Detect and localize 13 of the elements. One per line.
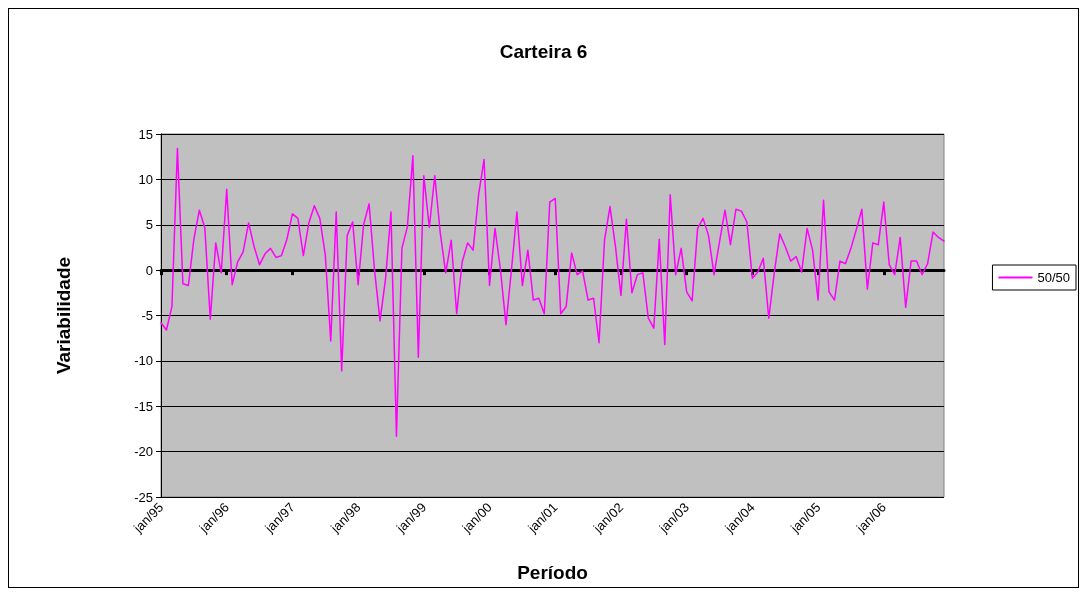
y-tick-label: -10 [134, 353, 153, 369]
y-tick-label: -5 [141, 308, 153, 323]
y-tick-label: 5 [145, 217, 153, 233]
chart-title: Carteira 6 [499, 41, 588, 62]
y-tick-label: 15 [138, 126, 153, 142]
y-tick-label: -25 [134, 489, 153, 505]
y-tick-label: -20 [134, 444, 153, 460]
x-axis-title: Período [517, 562, 588, 583]
y-tick-label: 10 [138, 171, 153, 187]
legend-label: 50/50 [1037, 270, 1071, 285]
y-tick-label: 0 [145, 262, 153, 278]
y-axis-title: Variabilidade [53, 256, 74, 375]
y-tick-label: -15 [134, 398, 153, 414]
